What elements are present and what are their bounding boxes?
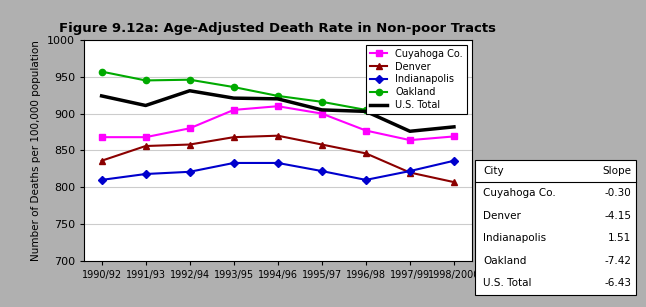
Text: -4.15: -4.15 (605, 211, 631, 221)
U.S. Total (141, 104, 149, 107)
U.S. Total (274, 97, 282, 101)
Legend: Cuyahoga Co., Denver, Indianapolis, Oakland, U.S. Total: Cuyahoga Co., Denver, Indianapolis, Oakl… (366, 45, 466, 114)
Denver (362, 152, 370, 155)
U.S. Total (318, 108, 326, 112)
Text: U.S. Total: U.S. Total (483, 278, 532, 289)
U.S. Total (450, 125, 458, 129)
Line: Cuyahoga Co.: Cuyahoga Co. (98, 103, 457, 143)
Indianapolis (274, 161, 282, 165)
Oakland (186, 78, 194, 82)
Text: Oakland: Oakland (483, 256, 526, 266)
U.S. Total (230, 96, 238, 100)
Text: -6.43: -6.43 (605, 278, 631, 289)
Denver (406, 171, 414, 174)
Y-axis label: Number of Deaths per 100,000 population: Number of Deaths per 100,000 population (32, 40, 41, 261)
Cuyahoga Co. (318, 112, 326, 115)
Text: Indianapolis: Indianapolis (483, 233, 546, 243)
Line: Oakland: Oakland (98, 68, 457, 113)
Indianapolis (450, 159, 458, 163)
Denver (450, 180, 458, 184)
Oakland (141, 79, 149, 82)
Oakland (406, 104, 414, 108)
Denver (274, 134, 282, 138)
Text: -7.42: -7.42 (605, 256, 631, 266)
Title: Figure 9.12a: Age-Adjusted Death Rate in Non-poor Tracts: Figure 9.12a: Age-Adjusted Death Rate in… (59, 21, 496, 35)
Denver (230, 135, 238, 139)
Line: Indianapolis: Indianapolis (98, 157, 457, 183)
Text: Slope: Slope (603, 166, 631, 176)
Indianapolis (318, 169, 326, 173)
Indianapolis (362, 178, 370, 182)
Indianapolis (186, 170, 194, 174)
Denver (186, 143, 194, 146)
Indianapolis (230, 161, 238, 165)
Oakland (450, 104, 458, 108)
Text: Cuyahoga Co.: Cuyahoga Co. (483, 188, 556, 198)
Text: 1.51: 1.51 (609, 233, 631, 243)
Denver (98, 159, 105, 163)
U.S. Total (98, 94, 105, 98)
Oakland (318, 100, 326, 104)
Indianapolis (98, 178, 105, 182)
Indianapolis (141, 172, 149, 176)
Cuyahoga Co. (362, 129, 370, 132)
Indianapolis (406, 169, 414, 173)
Cuyahoga Co. (230, 108, 238, 112)
Denver (318, 143, 326, 146)
Cuyahoga Co. (186, 126, 194, 130)
Text: -0.30: -0.30 (605, 188, 631, 198)
U.S. Total (186, 89, 194, 93)
Text: Denver: Denver (483, 211, 521, 221)
Oakland (274, 94, 282, 98)
Oakland (98, 70, 105, 73)
Line: Denver: Denver (98, 133, 457, 185)
Oakland (230, 85, 238, 89)
U.S. Total (406, 130, 414, 133)
Denver (141, 144, 149, 148)
Cuyahoga Co. (274, 104, 282, 108)
Cuyahoga Co. (406, 138, 414, 142)
Cuyahoga Co. (141, 135, 149, 139)
Text: City: City (483, 166, 503, 176)
Cuyahoga Co. (98, 135, 105, 139)
U.S. Total (362, 110, 370, 113)
Cuyahoga Co. (450, 134, 458, 138)
Oakland (362, 108, 370, 112)
Line: U.S. Total: U.S. Total (101, 91, 454, 131)
